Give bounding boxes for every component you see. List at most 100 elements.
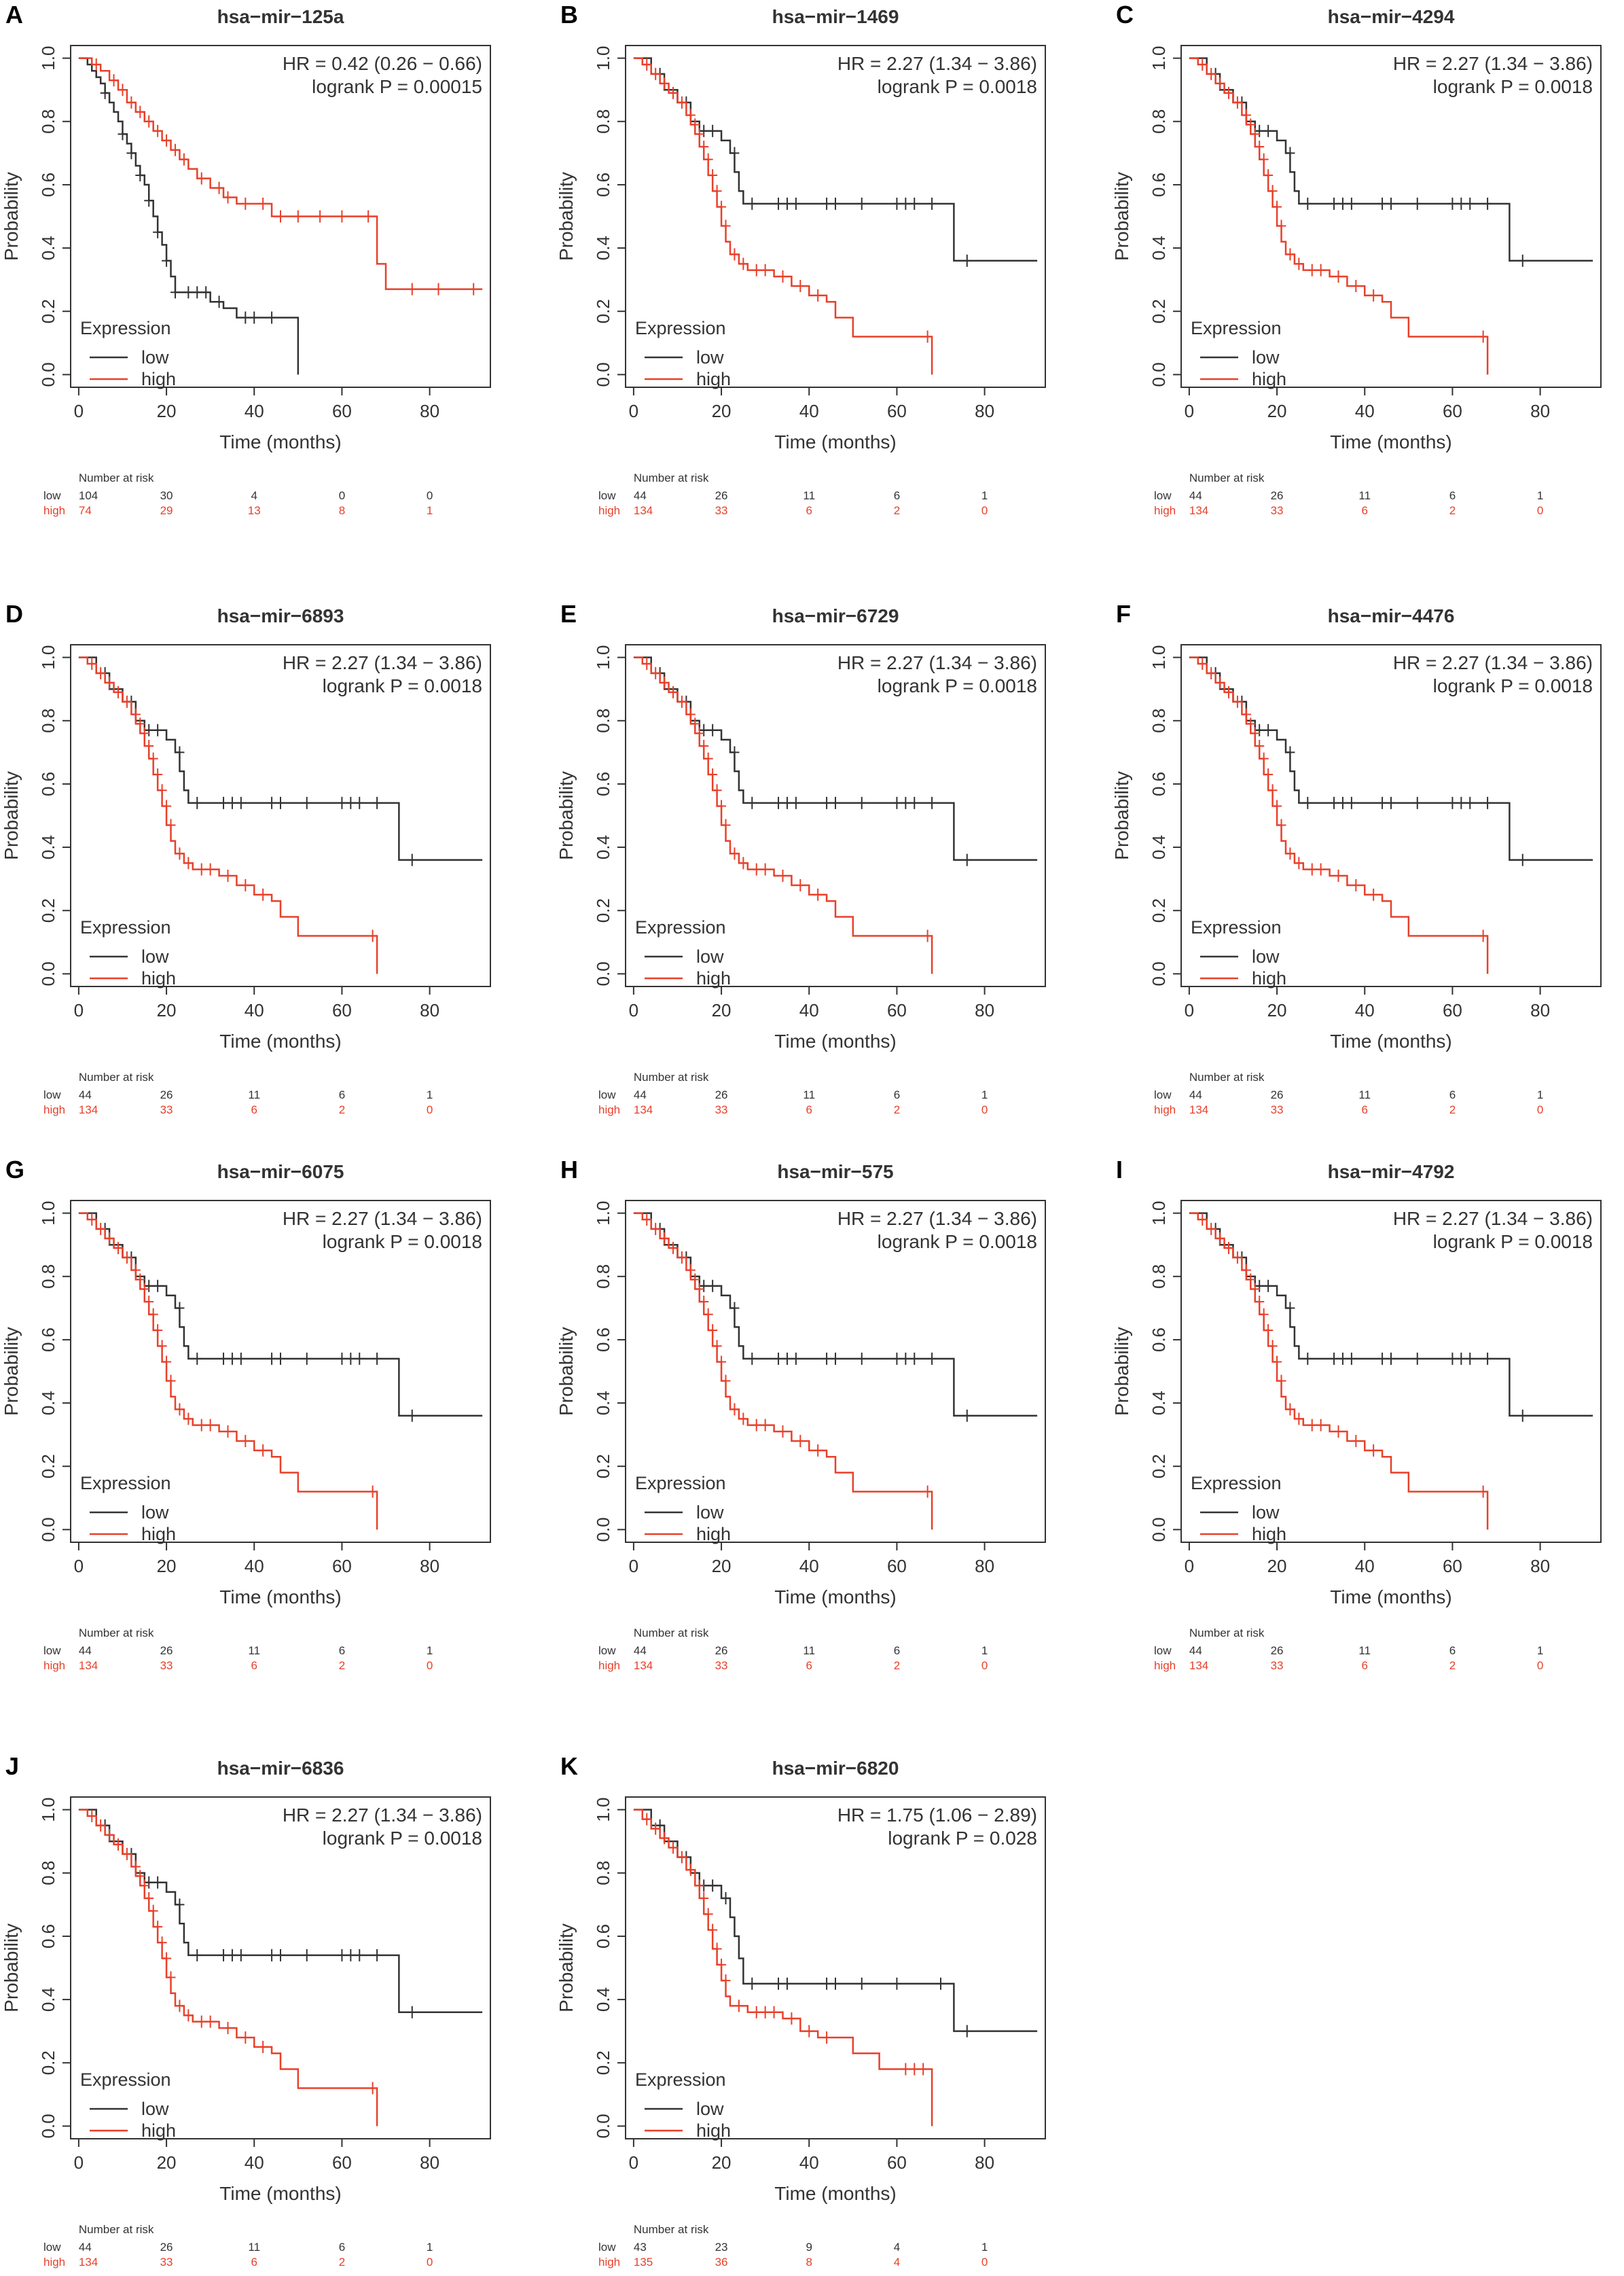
- legend-label-high: high: [141, 968, 176, 989]
- censor-mark-high: [685, 109, 696, 122]
- censor-mark-low: [219, 796, 229, 809]
- x-tick-label: 80: [975, 2152, 994, 2173]
- legend-label-low: low: [696, 946, 724, 967]
- censor-mark-low: [1303, 1352, 1313, 1365]
- y-tick-label: 0.4: [593, 835, 613, 859]
- x-tick-label: 0: [629, 1000, 638, 1020]
- plot-frame: [70, 45, 491, 388]
- plot-frame: [625, 1200, 1046, 1543]
- censor-mark-low: [1517, 853, 1528, 866]
- censor-mark-high: [1250, 128, 1260, 141]
- censor-mark-low: [276, 1352, 285, 1365]
- censor-mark-high: [240, 878, 251, 891]
- risk-count-high: 6: [806, 1103, 812, 1116]
- censor-mark-high: [105, 1828, 115, 1841]
- censor-mark-high: [240, 197, 251, 210]
- censor-mark-high: [105, 676, 115, 689]
- plot-frame: [70, 1200, 491, 1543]
- y-tick-label: 0.6: [38, 772, 58, 796]
- censor-mark-high: [153, 768, 163, 781]
- censor-mark-high: [258, 2040, 268, 2053]
- x-tick-label: 0: [629, 401, 638, 421]
- x-tick-label: 20: [1267, 1556, 1287, 1576]
- hazard-ratio-text: HR = 2.27 (1.34 − 3.86): [1393, 53, 1593, 74]
- risk-row-label-low: low: [1154, 489, 1172, 502]
- legend-title: Expression: [80, 2069, 171, 2090]
- panel-letter: E: [560, 600, 577, 628]
- censor-mark-high: [690, 717, 700, 730]
- censor-mark-low: [1303, 796, 1313, 809]
- risk-count-low: 1: [981, 1644, 988, 1657]
- x-axis-label: Time (months): [774, 431, 896, 452]
- censor-mark-high: [721, 1974, 731, 1987]
- risk-row-label-low: low: [598, 2241, 616, 2254]
- y-tick-label: 0.4: [1149, 236, 1169, 260]
- censor-mark-low: [892, 197, 902, 210]
- censor-mark-low: [346, 1352, 356, 1365]
- logrank-p-text: logrank P = 0.028: [888, 1828, 1037, 1849]
- legend-label-low: low: [696, 1502, 724, 1523]
- censor-mark-high: [712, 185, 722, 198]
- risk-count-high: 6: [251, 1659, 257, 1672]
- risk-count-low: 44: [634, 1644, 647, 1657]
- y-tick-label: 0.0: [593, 961, 613, 986]
- y-tick-label: 0.2: [593, 299, 613, 323]
- censor-mark-high: [175, 847, 185, 860]
- censor-mark-low: [153, 724, 163, 736]
- x-tick-label: 80: [975, 1556, 994, 1576]
- risk-count-high: 0: [427, 1103, 433, 1116]
- panel-letter: K: [560, 1752, 578, 1780]
- risk-count-low: 43: [634, 2241, 647, 2254]
- censor-mark-high: [1206, 1222, 1216, 1235]
- censor-mark-low: [901, 796, 911, 809]
- legend-label-low: low: [1252, 946, 1280, 967]
- censor-mark-high: [822, 2031, 832, 2044]
- y-tick-label: 0.0: [593, 362, 613, 387]
- censor-mark-high: [223, 191, 233, 204]
- censor-mark-low: [1386, 796, 1396, 809]
- censor-mark-high: [1241, 1264, 1251, 1277]
- panel-letter: H: [560, 1156, 578, 1184]
- censor-mark-high: [1215, 1232, 1225, 1245]
- censor-mark-high: [407, 283, 417, 296]
- x-tick-label: 80: [975, 1000, 994, 1020]
- censor-mark-high: [909, 2063, 920, 2076]
- censor-mark-high: [1267, 1340, 1278, 1353]
- censor-mark-high: [87, 1809, 97, 1822]
- censor-mark-high: [668, 86, 679, 99]
- censor-mark-low: [1346, 197, 1356, 210]
- censor-mark-high: [1232, 1251, 1242, 1264]
- risk-count-low: 26: [160, 1088, 173, 1101]
- censor-mark-low: [236, 1352, 246, 1365]
- y-axis-label: Probability: [556, 1327, 577, 1416]
- y-tick-label: 0.8: [38, 1264, 58, 1289]
- censor-mark-high: [1232, 695, 1242, 708]
- censor-mark-high: [135, 717, 145, 730]
- panel-title: hsa−mir−1469: [772, 6, 899, 27]
- censor-mark-high: [1316, 863, 1326, 876]
- panel-letter: A: [5, 1, 23, 29]
- y-tick-label: 0.4: [1149, 835, 1169, 859]
- censor-mark-high: [1316, 1419, 1326, 1432]
- censor-mark-high: [1285, 248, 1295, 261]
- censor-mark-low: [302, 796, 312, 809]
- censor-mark-high: [690, 118, 700, 131]
- plot-frame: [1180, 1200, 1602, 1543]
- censor-mark-low: [135, 168, 145, 181]
- risk-count-high: 134: [1189, 1103, 1208, 1116]
- x-tick-label: 60: [332, 1556, 352, 1576]
- censor-mark-high: [734, 1999, 744, 2012]
- y-tick-label: 0.8: [38, 1861, 58, 1885]
- y-tick-label: 0.8: [38, 109, 58, 134]
- censor-mark-high: [1333, 869, 1343, 882]
- censor-mark-high: [87, 1213, 97, 1226]
- risk-count-low: 1: [981, 489, 988, 502]
- y-tick-label: 0.2: [593, 2050, 613, 2075]
- censor-mark-low: [1337, 197, 1348, 210]
- censor-mark-low: [1263, 724, 1274, 736]
- risk-count-high: 134: [634, 1103, 653, 1116]
- logrank-p-text: logrank P = 0.0018: [323, 1231, 482, 1252]
- censor-mark-high: [1351, 878, 1361, 891]
